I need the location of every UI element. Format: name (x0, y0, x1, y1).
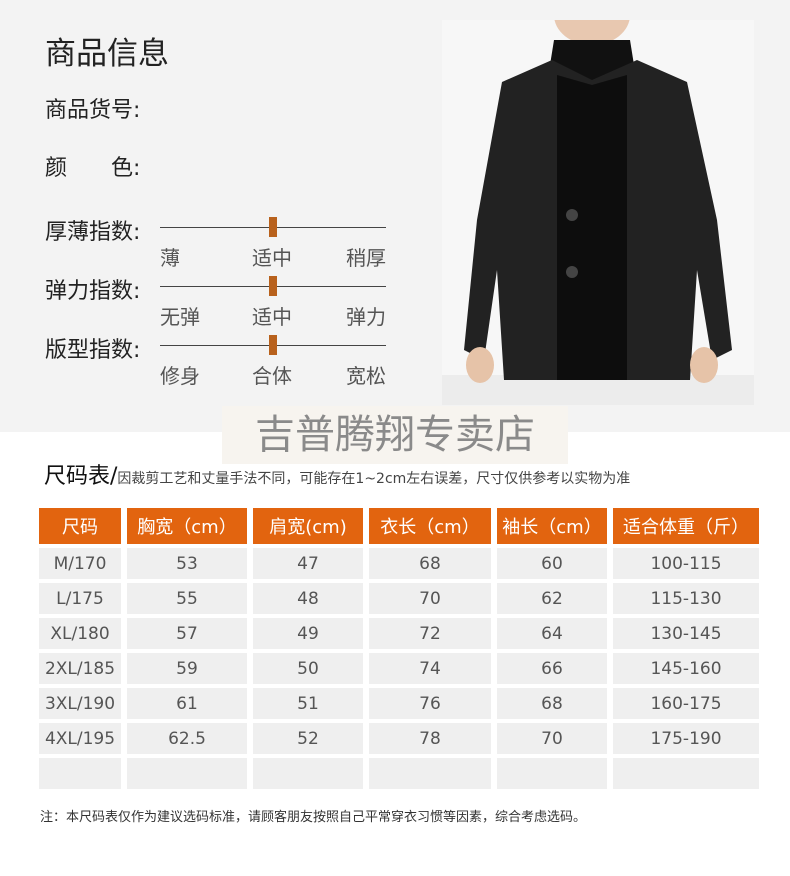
table-cell: 78 (369, 723, 491, 754)
table-row: 4XL/195 62.5 52 78 70 175-190 (39, 723, 759, 754)
table-cell: 70 (497, 723, 607, 754)
column-header: 胸宽（cm） (127, 508, 247, 544)
jacket-image (442, 20, 754, 405)
table-cell: 4XL/195 (39, 723, 121, 754)
size-table-title: 尺码表/ (44, 464, 118, 489)
table-row: 2XL/185 59 50 74 66 145-160 (39, 653, 759, 684)
table-cell: 51 (253, 688, 363, 719)
size-table-heading: 尺码表/因裁剪工艺和丈量手法不同，可能存在1~2cm左右误差，尺寸仅供参考以实物… (44, 458, 630, 490)
table-cell: 145-160 (613, 653, 759, 684)
index-slider (160, 217, 386, 237)
table-cell (39, 758, 121, 789)
footnote: 注：本尺码表仅作为建议选码标准，请顾客朋友按照自己平常穿衣习惯等因素，综合考虑选… (40, 810, 587, 825)
table-cell: 55 (127, 583, 247, 614)
table-cell: 160-175 (613, 688, 759, 719)
table-cell: 3XL/190 (39, 688, 121, 719)
table-cell: L/175 (39, 583, 121, 614)
table-row: 3XL/190 61 51 76 68 160-175 (39, 688, 759, 719)
table-cell: M/170 (39, 548, 121, 579)
table-cell: 130-145 (613, 618, 759, 649)
table-cell (369, 758, 491, 789)
table-cell: 62 (497, 583, 607, 614)
table-cell: 61 (127, 688, 247, 719)
index-slider (160, 335, 386, 355)
table-cell: 49 (253, 618, 363, 649)
column-header: 适合体重（斤） (613, 508, 759, 544)
table-cell: 64 (497, 618, 607, 649)
index-tick-label: 薄 (160, 246, 180, 270)
index-tick-label: 弹力 (346, 305, 386, 329)
table-cell: 115-130 (613, 583, 759, 614)
table-cell (613, 758, 759, 789)
table-row (39, 758, 759, 789)
index-tick-label: 稍厚 (346, 246, 386, 270)
column-header: 肩宽(cm) (253, 508, 363, 544)
table-cell: 48 (253, 583, 363, 614)
table-row: XL/180 57 49 72 64 130-145 (39, 618, 759, 649)
table-cell: 47 (253, 548, 363, 579)
size-table: 尺码 胸宽（cm） 肩宽(cm) 衣长（cm） 袖长（cm） 适合体重（斤） M/170 5… (33, 504, 765, 793)
table-cell: 60 (497, 548, 607, 579)
table-cell: 72 (369, 618, 491, 649)
index-marker (269, 217, 277, 237)
column-header: 袖长（cm） (497, 508, 607, 544)
index-tick-label: 修身 (160, 364, 200, 388)
index-tick-label: 无弹 (160, 305, 200, 329)
table-cell: 175-190 (613, 723, 759, 754)
table-cell: XL/180 (39, 618, 121, 649)
index-marker (269, 335, 277, 355)
table-row: L/175 55 48 70 62 115-130 (39, 583, 759, 614)
table-cell: 52 (253, 723, 363, 754)
index-tick-label: 合体 (252, 364, 292, 388)
table-cell: 62.5 (127, 723, 247, 754)
product-photo (442, 20, 754, 405)
table-row: M/170 53 47 68 60 100-115 (39, 548, 759, 579)
table-cell: 100-115 (613, 548, 759, 579)
table-cell: 53 (127, 548, 247, 579)
table-cell: 70 (369, 583, 491, 614)
column-header: 尺码 (39, 508, 121, 544)
table-cell (127, 758, 247, 789)
table-cell: 68 (497, 688, 607, 719)
table-cell: 68 (369, 548, 491, 579)
table-cell: 2XL/185 (39, 653, 121, 684)
table-cell: 76 (369, 688, 491, 719)
table-cell (253, 758, 363, 789)
table-cell: 59 (127, 653, 247, 684)
info-title: 商品信息 (45, 36, 169, 72)
index-label: 厚薄指数: (45, 220, 141, 245)
table-cell: 50 (253, 653, 363, 684)
table-cell: 74 (369, 653, 491, 684)
index-tick-label: 适中 (252, 305, 292, 329)
size-table-subtitle: 因裁剪工艺和丈量手法不同，可能存在1~2cm左右误差，尺寸仅供参考以实物为准 (117, 471, 631, 487)
index-label: 弹力指数: (45, 279, 141, 304)
index-tick-label: 适中 (252, 246, 292, 270)
color-label: 颜 色: (45, 156, 141, 181)
index-marker (269, 276, 277, 296)
table-cell: 66 (497, 653, 607, 684)
index-tick-label: 宽松 (346, 364, 386, 388)
table-cell: 57 (127, 618, 247, 649)
table-cell (497, 758, 607, 789)
index-label: 版型指数: (45, 338, 141, 363)
store-watermark: 吉普腾翔专卖店 (222, 406, 568, 464)
index-slider (160, 276, 386, 296)
sku-label: 商品货号: (45, 98, 141, 123)
column-header: 衣长（cm） (369, 508, 491, 544)
